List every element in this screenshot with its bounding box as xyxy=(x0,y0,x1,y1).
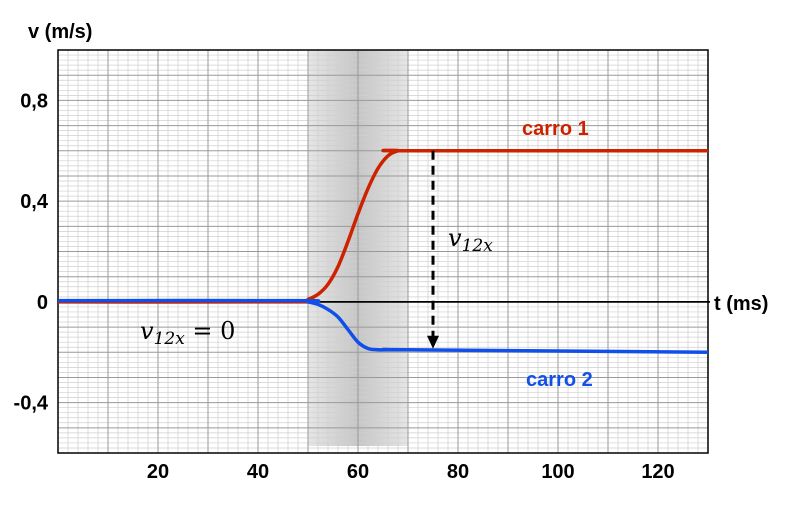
x-tick-label: 40 xyxy=(247,461,269,483)
x-tick-label: 100 xyxy=(541,461,574,483)
series-label-carro-2: carro 2 xyxy=(526,369,593,391)
y-tick-labels: 0,8 0,4 0 -0,4 xyxy=(14,90,49,414)
arrow-head xyxy=(427,335,439,349)
v12-zero-label: v12x = 0 xyxy=(140,317,235,349)
velocity-difference-arrow xyxy=(427,150,439,349)
series-label-carro-1: carro 1 xyxy=(522,118,589,140)
v12-zero-subscript: 12x xyxy=(154,329,186,349)
y-tick-label: 0 xyxy=(37,292,48,314)
y-tick-label: 0,4 xyxy=(20,191,49,213)
x-tick-label: 20 xyxy=(147,461,169,483)
v12-zero-base: v xyxy=(140,317,154,345)
x-tick-label: 120 xyxy=(641,461,674,483)
x-tick-label: 60 xyxy=(347,461,369,483)
y-axis-title: v (m/s) xyxy=(28,21,92,43)
y-tick-label: 0,8 xyxy=(20,90,48,112)
v12-difference-label: v12x xyxy=(448,224,493,256)
v12-base: v xyxy=(448,224,462,252)
v12-subscript: 12x xyxy=(462,236,494,256)
series-line-2 xyxy=(58,298,708,354)
plot-frame xyxy=(57,49,709,454)
x-axis-title: t (ms) xyxy=(714,293,768,315)
x-tick-label: 80 xyxy=(447,461,469,483)
v12-zero-equals: = 0 xyxy=(185,317,236,345)
series-lines xyxy=(58,148,708,354)
y-tick-label: -0,4 xyxy=(14,393,49,415)
x-tick-labels: 20 40 60 80 100 120 xyxy=(147,461,675,483)
